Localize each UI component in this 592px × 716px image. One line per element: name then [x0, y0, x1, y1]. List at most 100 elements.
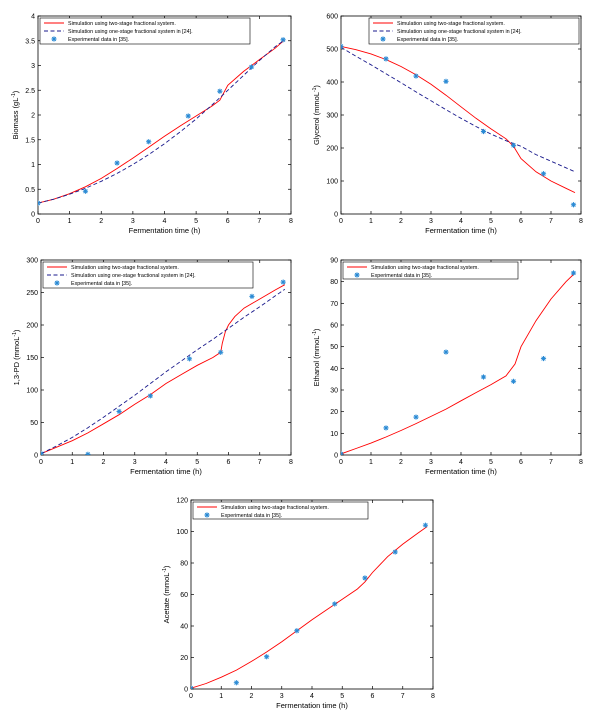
data-layer [341, 270, 577, 455]
data-layer [38, 37, 286, 206]
x-tick-label: 8 [579, 218, 583, 225]
x-tick-label: 4 [459, 218, 463, 225]
chart-pd13: 0 1 2 3 4 5 6 7 8 0 50 100 150 200 250 300 Fermentation … [12, 258, 293, 477]
data-point-experimental [570, 270, 577, 276]
data-point-experimental [362, 575, 368, 581]
data-point-experimental [233, 680, 239, 686]
data-point-experimental [422, 522, 429, 528]
y-tick-label: 30 [330, 388, 338, 395]
y-tick-label: 120 [176, 498, 188, 505]
y-axis-label: Ethanol (mmoL-1) [312, 328, 321, 386]
legend-label-two_stage: Simulation using two-stage fractional sy… [71, 265, 179, 271]
data-point-experimental [249, 293, 255, 299]
legend-box [192, 501, 369, 520]
y-tick-label: 100 [176, 529, 188, 536]
x-tick-label: 2 [250, 693, 254, 700]
data-point-experimental [217, 88, 223, 94]
legend-label-two_stage: Simulation using two-stage fractional sy… [371, 265, 479, 271]
data-layer [191, 522, 429, 689]
y-tick-label: 0.5 [25, 187, 35, 194]
y-axis-label: Acetate (mmoL-1) [162, 565, 171, 623]
x-tick-label: 4 [310, 693, 314, 700]
y-tick-label: 150 [26, 355, 38, 362]
x-tick-label: 0 [189, 693, 193, 700]
legend: Simulation using two-stage fractional sy… [42, 261, 254, 289]
data-point-experimental [185, 113, 191, 119]
legend-label-two_stage: Simulation using two-stage fractional sy… [68, 21, 176, 27]
x-tick-label: 1 [68, 218, 72, 225]
x-tick-label: 6 [519, 218, 523, 225]
y-tick-label: 70 [330, 301, 338, 308]
series-line-two_stage [38, 39, 285, 204]
data-point-experimental [383, 425, 389, 431]
series-line-two_stage [341, 272, 576, 455]
y-tick-label: 40 [330, 366, 338, 373]
y-axis-label: Glycerol (mmoL-1) [312, 85, 321, 145]
y-tick-label: 60 [330, 323, 338, 330]
legend-box [368, 17, 580, 45]
x-tick-label: 7 [401, 693, 405, 700]
y-axis-label: 1,3-PD (mmoL-1) [12, 329, 21, 385]
y-tick-label: 0 [34, 453, 38, 460]
series-line-two_stage [41, 284, 286, 455]
data-layer [341, 43, 577, 208]
legend-label-experimental: Experimental data in [35]. [221, 513, 282, 519]
x-axis-label: Fermentation time (h) [129, 226, 201, 235]
x-tick-label: 0 [339, 459, 343, 466]
x-tick-label: 5 [489, 218, 493, 225]
y-tick-label: 50 [330, 344, 338, 351]
y-tick-label: 40 [180, 624, 188, 631]
legend-box [342, 261, 519, 280]
legend: Simulation using two-stage fractional sy… [368, 17, 580, 45]
y-tick-label: 200 [26, 323, 38, 330]
x-tick-label: 0 [36, 218, 40, 225]
data-point-experimental [540, 171, 547, 177]
data-point-experimental [413, 73, 419, 79]
x-tick-label: 0 [39, 459, 43, 466]
data-point-experimental [41, 451, 44, 455]
x-tick-label: 6 [519, 459, 523, 466]
x-tick-label: 3 [133, 459, 137, 466]
legend-label-experimental: Experimental data in [35]. [371, 273, 432, 279]
data-point-experimental [443, 349, 449, 355]
y-tick-label: 4 [31, 14, 35, 21]
x-axis-label: Fermentation time (h) [425, 226, 497, 235]
data-point-experimental [341, 43, 344, 49]
data-point-experimental [341, 451, 344, 455]
y-tick-label: 80 [180, 561, 188, 568]
x-axis-label: Fermentation time (h) [130, 467, 202, 476]
legend: Simulation using two-stage fractional sy… [39, 17, 251, 45]
x-tick-label: 6 [227, 459, 231, 466]
x-tick-label: 8 [431, 693, 435, 700]
legend-marker-experimental [380, 36, 386, 42]
data-point-experimental [280, 37, 286, 43]
y-tick-label: 90 [330, 258, 338, 265]
legend-label-one_stage: Simulation using one-stage fractional sy… [397, 29, 522, 35]
data-point-experimental [85, 451, 91, 455]
x-tick-label: 8 [289, 459, 293, 466]
x-tick-label: 2 [99, 218, 103, 225]
legend-marker-experimental [51, 36, 57, 42]
data-point-experimental [413, 414, 419, 420]
x-tick-label: 4 [459, 459, 463, 466]
legend-label-experimental: Experimental data in [35]. [71, 281, 132, 287]
data-point-experimental [114, 160, 120, 166]
plot-area [40, 259, 292, 456]
x-tick-label: 7 [549, 459, 553, 466]
legend: Simulation using two-stage fractional sy… [192, 501, 369, 520]
y-tick-label: 300 [326, 113, 338, 120]
y-tick-label: 1.5 [25, 137, 35, 144]
x-tick-label: 4 [164, 459, 168, 466]
y-tick-label: 500 [326, 47, 338, 54]
legend-label-experimental: Experimental data in [35]. [68, 37, 129, 43]
y-tick-label: 200 [326, 146, 338, 153]
x-tick-label: 1 [70, 459, 74, 466]
data-point-experimental [248, 64, 255, 70]
data-point-experimental [146, 139, 152, 145]
y-tick-label: 600 [326, 14, 338, 21]
x-tick-label: 7 [257, 218, 261, 225]
chart-glycerol: 0 1 2 3 4 5 6 7 8 0 100 200 300 400 500 600 Fermentation… [312, 14, 583, 236]
series-line-one_stage [41, 288, 286, 455]
y-tick-label: 20 [180, 655, 188, 662]
